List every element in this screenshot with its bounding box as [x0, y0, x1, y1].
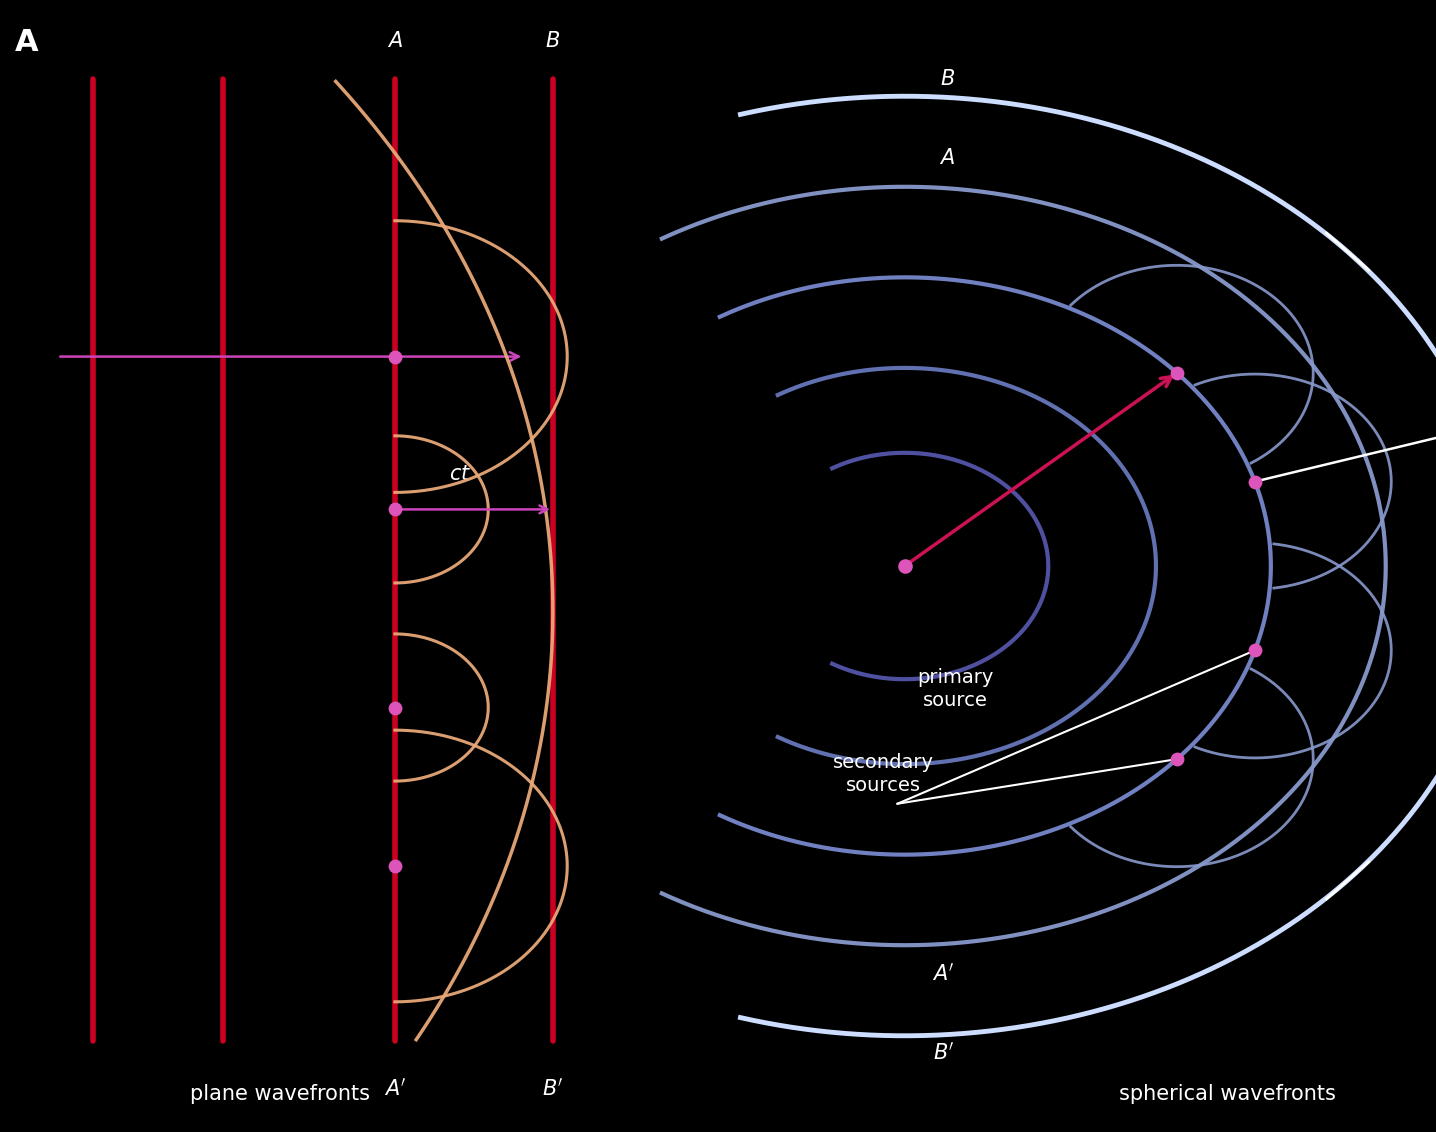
Text: secondary
sources: secondary sources	[833, 753, 933, 796]
Point	[1244, 642, 1267, 660]
Text: A: A	[14, 28, 37, 58]
Text: $A$: $A$	[386, 31, 404, 51]
Text: $B'$: $B'$	[541, 1078, 564, 1099]
Point	[383, 857, 406, 875]
Point	[1244, 472, 1267, 490]
Text: $B'$: $B'$	[933, 1041, 955, 1064]
Point	[893, 557, 916, 575]
Point	[383, 698, 406, 717]
Point	[1166, 751, 1189, 769]
Text: $A'$: $A'$	[383, 1078, 406, 1099]
Text: spherical wavefronts: spherical wavefronts	[1119, 1083, 1337, 1104]
Point	[1166, 363, 1189, 381]
Text: $B$: $B$	[546, 31, 560, 51]
Text: $A$: $A$	[939, 148, 955, 169]
Text: $A'$: $A'$	[932, 962, 955, 985]
Point	[383, 500, 406, 518]
Text: $ct$: $ct$	[449, 464, 472, 484]
Text: $B$: $B$	[941, 69, 955, 89]
Text: primary
source: primary source	[916, 668, 994, 711]
Point	[383, 348, 406, 366]
Text: plane wavefronts: plane wavefronts	[190, 1083, 370, 1104]
